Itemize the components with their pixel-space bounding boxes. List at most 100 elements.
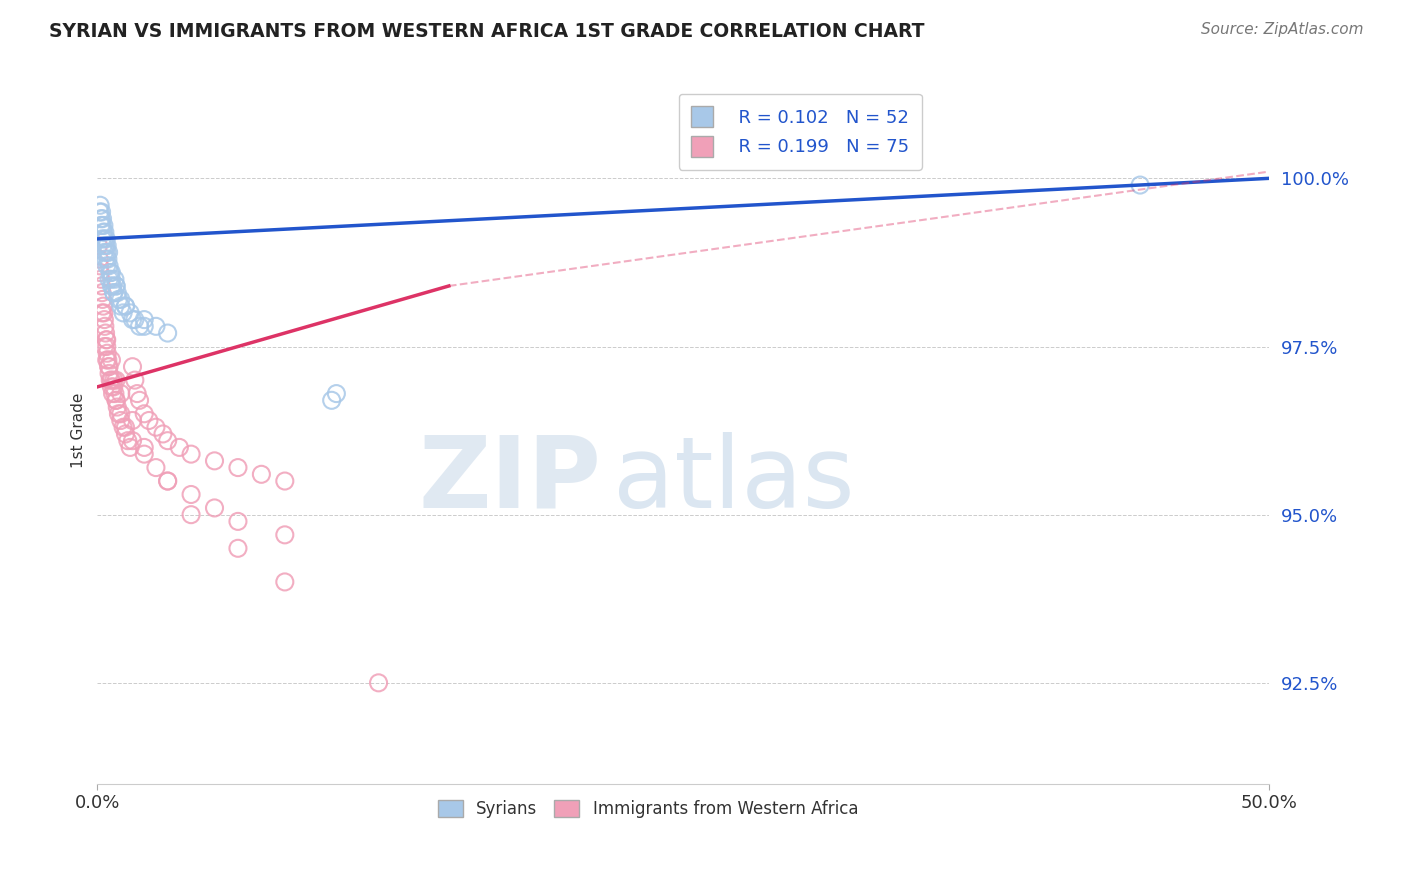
Point (134, 319, 156, 334)
Point (180, 487, 202, 501)
Point (100, 266, 122, 280)
Point (97, 252, 120, 266)
Point (105, 285, 128, 300)
Point (134, 312, 156, 326)
Text: SYRIAN VS IMMIGRANTS FROM WESTERN AFRICA 1ST GRADE CORRELATION CHART: SYRIAN VS IMMIGRANTS FROM WESTERN AFRICA… (49, 22, 925, 41)
Point (90, 219, 112, 233)
Point (156, 474, 179, 488)
Point (105, 400, 128, 414)
Point (107, 293, 129, 307)
Point (90, 205, 112, 219)
Point (114, 426, 136, 441)
Point (274, 528, 297, 542)
Point (134, 407, 156, 421)
Point (138, 413, 160, 427)
Point (91, 306, 114, 320)
Point (90, 211, 112, 226)
Point (121, 434, 143, 448)
Point (98, 373, 121, 387)
Point (105, 393, 128, 408)
Point (91, 232, 114, 246)
Point (114, 299, 136, 313)
Point (103, 373, 125, 387)
Point (180, 447, 202, 461)
Text: atlas: atlas (613, 432, 855, 529)
Point (105, 393, 128, 408)
Point (93, 245, 115, 260)
Point (121, 413, 143, 427)
Point (94, 319, 117, 334)
Point (112, 420, 135, 434)
Text: Source: ZipAtlas.com: Source: ZipAtlas.com (1201, 22, 1364, 37)
Text: ZIP: ZIP (419, 432, 602, 529)
Point (128, 393, 150, 408)
Point (226, 460, 249, 475)
Point (120, 306, 142, 320)
Point (90, 272, 112, 286)
Point (97, 353, 120, 368)
Point (112, 306, 135, 320)
Point (98, 367, 121, 381)
Point (105, 279, 128, 293)
Point (91, 211, 114, 226)
Point (124, 373, 146, 387)
Point (91, 293, 114, 307)
Point (204, 454, 226, 468)
Point (145, 460, 167, 475)
Point (100, 279, 122, 293)
Point (93, 219, 115, 233)
Point (105, 279, 128, 293)
Point (127, 386, 149, 401)
Point (152, 426, 174, 441)
Point (100, 353, 122, 368)
Point (97, 245, 120, 260)
Point (97, 359, 120, 374)
Point (94, 252, 117, 266)
Point (96, 238, 118, 252)
Point (274, 574, 297, 589)
Point (169, 441, 191, 455)
Point (98, 259, 121, 273)
Point (105, 373, 128, 387)
Point (145, 319, 167, 334)
Point (145, 420, 167, 434)
Point (91, 225, 114, 239)
Point (101, 279, 124, 293)
Point (117, 434, 139, 448)
Point (89, 205, 111, 219)
Point (98, 359, 121, 374)
Point (91, 299, 114, 313)
Point (121, 312, 143, 326)
Point (325, 386, 347, 401)
Y-axis label: 1st Grade: 1st Grade (72, 392, 86, 468)
Point (156, 434, 179, 448)
Point (100, 380, 122, 394)
Point (94, 326, 117, 340)
Point (96, 339, 118, 353)
Point (93, 306, 115, 320)
Point (98, 266, 121, 280)
Point (90, 279, 112, 293)
Point (1129, 178, 1152, 192)
Point (94, 225, 117, 239)
Point (100, 272, 122, 286)
Point (103, 380, 125, 394)
Point (91, 285, 114, 300)
Point (96, 333, 118, 347)
Point (124, 312, 146, 326)
Point (110, 386, 132, 401)
Point (89, 259, 111, 273)
Point (121, 359, 143, 374)
Point (114, 299, 136, 313)
Point (107, 407, 129, 421)
Point (93, 232, 115, 246)
Point (156, 326, 179, 340)
Point (89, 266, 111, 280)
Legend: Syrians, Immigrants from Western Africa: Syrians, Immigrants from Western Africa (432, 793, 865, 825)
Point (96, 245, 118, 260)
Point (96, 232, 118, 246)
Point (226, 541, 249, 556)
Point (134, 447, 156, 461)
Point (104, 272, 127, 286)
Point (96, 259, 118, 273)
